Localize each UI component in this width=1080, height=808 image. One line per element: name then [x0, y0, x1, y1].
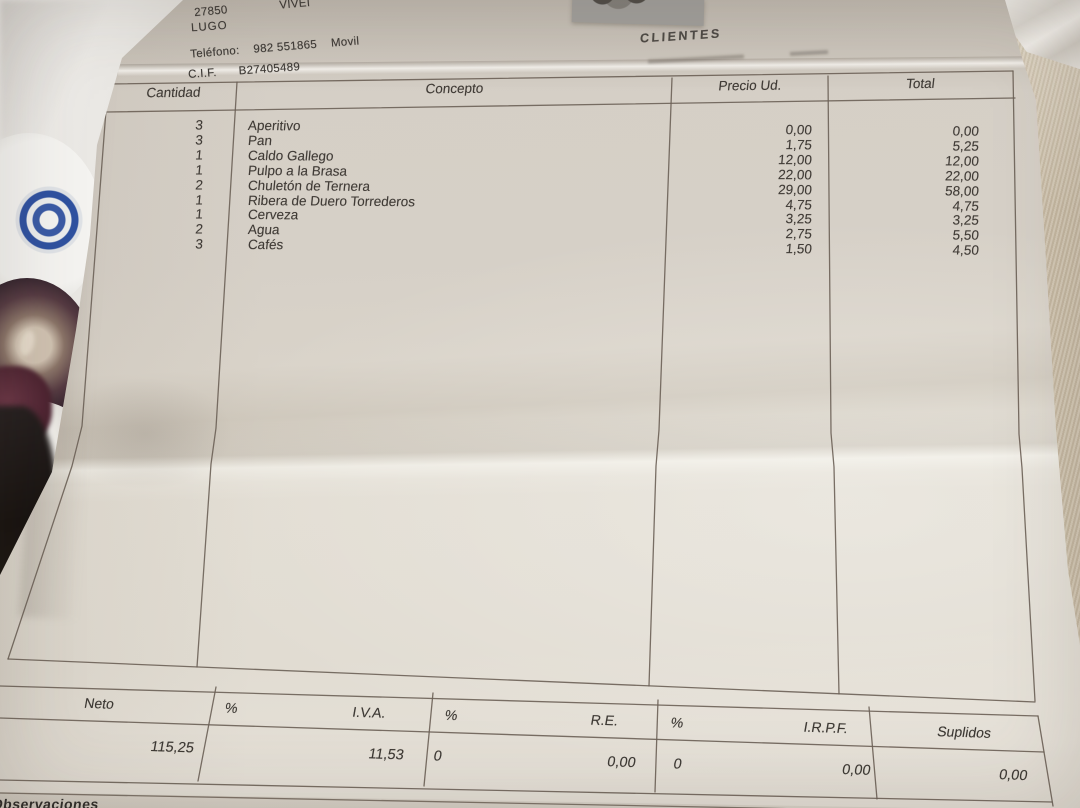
cast-shadow — [58, 378, 233, 490]
observaciones-partial-label: Observaciones — [0, 796, 101, 808]
re-label: R.E. — [589, 711, 620, 729]
neto-label: Neto — [83, 694, 116, 712]
neto-value: 115,25 — [149, 739, 196, 757]
item-concept: Caldo Gallego — [247, 147, 335, 164]
suplidos-value: 0,00 — [997, 767, 1029, 785]
suplidos-label: Suplidos — [936, 723, 993, 741]
re-value: 0,00 — [605, 754, 637, 772]
item-qty: 1 — [194, 147, 204, 163]
item-qty: 3 — [194, 132, 204, 148]
item-concept: Chuletón de Ternera — [247, 177, 371, 194]
item-price: 4,75 — [784, 196, 813, 212]
item-total: 12,00 — [944, 153, 980, 169]
items-rows: 3 Aperitivo 0,00 0,00 3 Pan 1,75 5,25 1 Caldo Gal… — [0, 0, 1080, 300]
item-total: 4,50 — [951, 242, 980, 258]
item-qty: 2 — [194, 177, 204, 193]
item-total: 3,25 — [951, 212, 980, 229]
item-price: 29,00 — [777, 181, 813, 197]
item-total: 58,00 — [944, 183, 980, 199]
item-price: 0,00 — [784, 122, 813, 138]
re-percent-label: % — [443, 706, 459, 724]
irpf-label: I.R.P.F. — [802, 718, 850, 737]
tablecloth-fold-shadow — [0, 0, 120, 140]
plate-blue-spiral-decoration — [5, 173, 93, 267]
item-price: 1,75 — [784, 137, 813, 153]
item-concept: Pulpo a la Brasa — [247, 162, 348, 179]
item-price: 3,25 — [784, 211, 813, 227]
item-concept: Agua — [247, 222, 281, 238]
item-qty: 3 — [194, 236, 204, 252]
item-concept: Aperitivo — [247, 117, 302, 134]
item-price: 1,50 — [784, 241, 813, 257]
item-qty: 3 — [194, 117, 204, 133]
item-price: 22,00 — [777, 166, 813, 183]
item-total: 5,50 — [951, 227, 980, 243]
irpf-value: 0,00 — [840, 762, 872, 779]
item-price: 12,00 — [777, 151, 813, 168]
item-price: 2,75 — [784, 226, 813, 242]
item-total: 0,00 — [951, 123, 980, 139]
irpf-percent-value: 0 — [672, 756, 684, 773]
iva-percent-label: % — [223, 699, 240, 716]
re-percent-value: 0 — [432, 748, 444, 765]
iva-value: 11,53 — [367, 746, 406, 764]
item-total: 4,75 — [951, 197, 980, 214]
item-concept: Pan — [247, 132, 273, 149]
paper-flap-shade — [0, 0, 1080, 92]
item-total: 22,00 — [944, 168, 980, 184]
irpf-percent-label: % — [669, 714, 685, 731]
item-concept: Cerveza — [247, 207, 299, 223]
item-total: 5,25 — [951, 138, 980, 154]
item-qty: 1 — [194, 162, 204, 178]
iva-label: I.V.A. — [351, 703, 387, 721]
item-concept: Cafés — [247, 237, 284, 253]
item-qty: 1 — [194, 206, 204, 222]
item-qty: 2 — [194, 221, 204, 237]
item-qty: 1 — [194, 192, 204, 208]
